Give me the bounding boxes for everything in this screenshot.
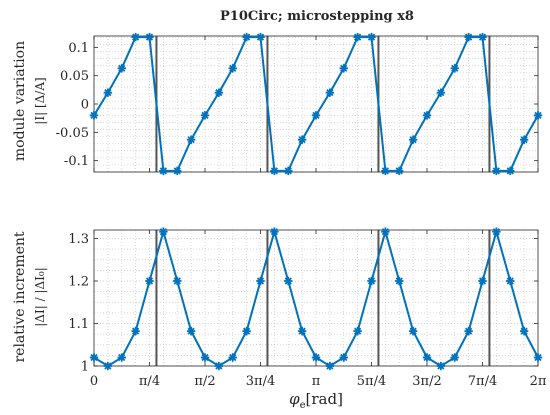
top-ylabel-line1: module variation xyxy=(12,41,28,161)
bottom-data-point xyxy=(200,353,210,362)
bottom-data-point xyxy=(270,227,279,236)
bottom-data-point xyxy=(450,353,459,362)
bottom-data-point xyxy=(422,353,432,362)
top-data-point xyxy=(131,32,140,42)
bottom-data-point xyxy=(506,276,515,286)
top-data-point xyxy=(214,88,224,97)
x-tick-label: π/2 xyxy=(194,374,215,389)
top-data-point xyxy=(228,64,237,73)
bottom-data-point xyxy=(492,227,501,236)
top-data-point xyxy=(353,32,362,42)
top-data-point xyxy=(186,135,196,144)
bottom-y-tick-label: 1.3 xyxy=(68,232,89,247)
bottom-data-point xyxy=(89,353,99,362)
bottom-data-point xyxy=(367,276,376,286)
bottom-plot: 0 π/4 π/2 3π/4 π 5π/4 3π/2 7π/4 2π 1 1.1 1.2 1.3 xyxy=(68,227,547,389)
bottom-data-point xyxy=(395,276,404,286)
top-data-point xyxy=(519,135,529,144)
bottom-data-point xyxy=(408,326,418,336)
bottom-data-point xyxy=(284,276,293,286)
top-y-tick-label: 0.05 xyxy=(60,69,89,84)
chart-title: P10Circ; microstepping x8 xyxy=(220,9,414,24)
x-tick-label: 0 xyxy=(90,374,98,389)
top-data-point xyxy=(492,166,501,176)
top-y-tick-label: -0.05 xyxy=(56,126,89,141)
top-data-point xyxy=(117,64,126,73)
bottom-data-point xyxy=(242,326,251,336)
top-data-point xyxy=(159,166,168,176)
top-data-point xyxy=(325,88,335,97)
x-axis-label-sub: e xyxy=(300,400,306,411)
top-data-point xyxy=(284,166,293,176)
top-data-point xyxy=(256,32,265,42)
bottom-data-point xyxy=(297,326,307,336)
top-data-point xyxy=(464,32,473,42)
bottom-data-point xyxy=(103,361,113,371)
top-data-point xyxy=(200,111,210,120)
bottom-data-point xyxy=(145,276,154,286)
x-tick-label: 3π/4 xyxy=(246,374,275,389)
top-plot: -0.1 -0.05 0 0.05 0.1 xyxy=(56,32,543,176)
x-tick-label: 3π/2 xyxy=(412,374,441,389)
x-tick-label: π xyxy=(312,374,321,389)
top-data-point xyxy=(381,166,390,176)
top-data-point xyxy=(103,88,113,97)
top-data-point xyxy=(173,166,182,176)
top-ylabel-line2: |I| [Δ/A] xyxy=(33,77,47,124)
bottom-data-point xyxy=(339,353,348,362)
top-data-point xyxy=(297,135,307,144)
bottom-data-point xyxy=(173,276,182,286)
bottom-ylabel-line2: |ΔI| / |ΔI₀| xyxy=(33,267,47,326)
top-data-point xyxy=(422,111,432,120)
top-y-tick-label: 0 xyxy=(81,98,89,113)
top-data-point xyxy=(450,64,459,73)
bottom-data-point xyxy=(256,276,265,286)
bottom-data-point xyxy=(436,361,446,371)
bottom-data-point xyxy=(131,326,140,336)
bottom-data-point xyxy=(353,326,362,336)
top-data-point xyxy=(145,32,154,42)
top-data-point xyxy=(436,88,446,97)
x-tick-label: 5π/4 xyxy=(357,374,386,389)
bottom-y-tick-label: 1.1 xyxy=(68,317,89,332)
top-data-point xyxy=(89,111,99,120)
x-tick-label: 2π xyxy=(530,374,547,389)
top-data-point xyxy=(270,166,279,176)
bottom-data-point xyxy=(311,353,321,362)
bottom-y-tick-label: 1 xyxy=(81,360,89,375)
x-tick-label: π/4 xyxy=(139,374,160,389)
x-axis-label-unit: [rad] xyxy=(306,390,343,408)
bottom-data-point xyxy=(519,326,529,336)
x-tick-label: 7π/4 xyxy=(468,374,497,389)
x-axis-label-symbol: φ xyxy=(289,390,300,408)
bottom-ylabel-line1: relative increment xyxy=(12,231,28,362)
top-data-point xyxy=(478,32,487,42)
top-data-point xyxy=(339,64,348,73)
bottom-axes-box xyxy=(93,229,539,367)
top-data-point xyxy=(506,166,515,176)
bottom-data-point xyxy=(186,326,196,336)
bottom-data-point xyxy=(228,353,237,362)
bottom-data-point xyxy=(478,276,487,286)
bottom-data-point xyxy=(117,353,126,362)
bottom-data-point xyxy=(464,326,473,336)
bottom-data-point xyxy=(325,361,335,371)
top-data-point xyxy=(367,32,376,42)
top-y-tick-label: 0.1 xyxy=(68,41,89,56)
top-y-tick-label: -0.1 xyxy=(64,154,89,169)
bottom-data-point xyxy=(533,353,543,362)
bottom-data-point xyxy=(214,361,224,371)
top-data-point xyxy=(533,111,543,120)
top-data-point xyxy=(395,166,404,176)
top-data-point xyxy=(242,32,251,42)
x-axis-label: φe[rad] xyxy=(289,390,343,411)
top-data-point xyxy=(408,135,418,144)
bottom-data-point xyxy=(159,227,168,236)
bottom-data-point xyxy=(381,227,390,236)
bottom-y-tick-label: 1.2 xyxy=(68,275,89,290)
top-data-point xyxy=(311,111,321,120)
